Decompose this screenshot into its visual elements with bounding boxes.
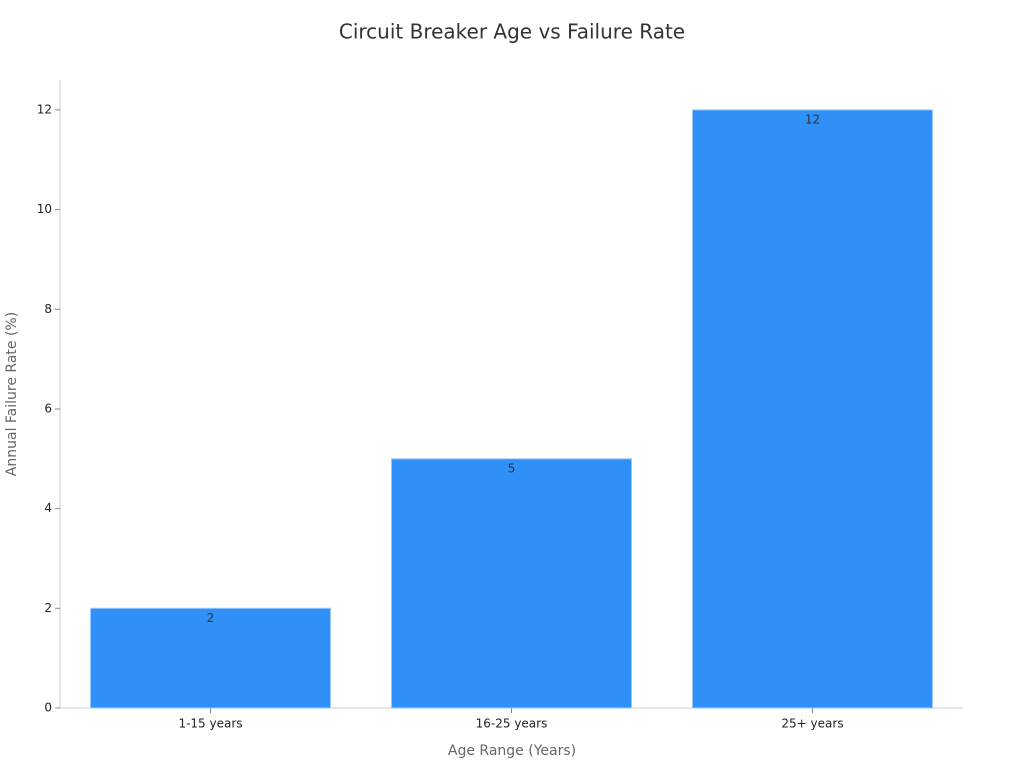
y-axis-label: Annual Failure Rate (%)	[4, 312, 20, 476]
bar	[692, 109, 933, 709]
x-tick-label: 25+ years	[781, 717, 843, 731]
chart-title: Circuit Breaker Age vs Failure Rate	[339, 20, 685, 44]
x-axis-label: Age Range (Years)	[448, 743, 576, 759]
x-tick-label: 16-25 years	[476, 717, 548, 731]
y-tick-label: 6	[44, 401, 52, 415]
y-tick-label: 12	[37, 102, 52, 116]
value-label: 5	[508, 461, 516, 475]
bar	[90, 607, 331, 709]
y-tick-label: 8	[44, 302, 52, 316]
y-tick-label: 0	[44, 701, 52, 715]
value-label: 12	[805, 112, 820, 126]
value-label: 2	[207, 611, 215, 625]
y-tick-label: 10	[37, 202, 52, 216]
bar	[391, 458, 632, 709]
x-tick-label: 1-15 years	[178, 717, 242, 731]
y-tick-label: 4	[44, 501, 52, 515]
y-tick-label: 2	[44, 601, 52, 615]
